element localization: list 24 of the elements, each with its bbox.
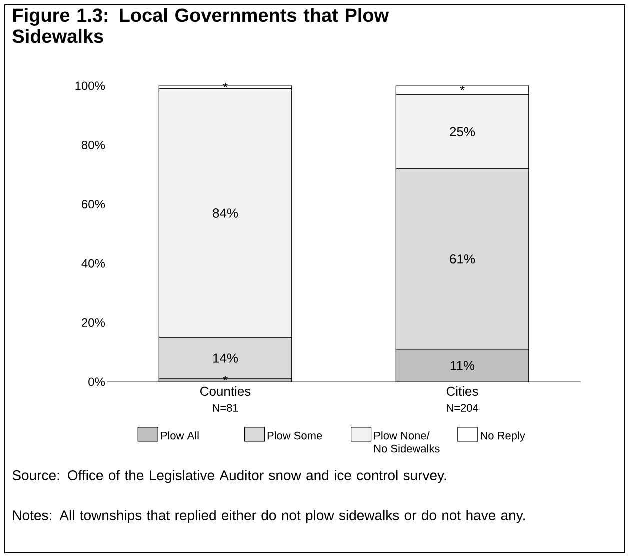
x-tick-label: Counties bbox=[200, 386, 251, 396]
text: N=81 bbox=[213, 404, 238, 412]
legend-label: Plow All bbox=[161, 432, 199, 440]
source-note: Source: Office of the Legislative Auditor snow and ice control survey. bbox=[12, 470, 446, 484]
y-tick-label: 60% bbox=[82, 200, 106, 209]
text: N=204 bbox=[447, 404, 479, 412]
data-label: * bbox=[460, 86, 465, 91]
legend-label: Plow None/ No Sidewalks bbox=[374, 432, 440, 453]
legend-label: Plow Some bbox=[268, 432, 322, 440]
y-tick-label: 80% bbox=[82, 140, 106, 150]
chart-title: Figure 1.3: Local Governments that Plow Sidewalks bbox=[12, 8, 390, 44]
x-tick-label: Cities bbox=[446, 386, 478, 396]
text: Notes: All townships that replied either do not plow sidewalks or do not have any. bbox=[13, 510, 525, 524]
y-tick-label: 20% bbox=[82, 318, 106, 328]
data-label: 84% bbox=[213, 208, 238, 218]
data-label: * bbox=[223, 83, 228, 88]
y-tick-label: 0% bbox=[88, 378, 106, 386]
data-label: 61% bbox=[450, 254, 476, 264]
y-tick-label: 100% bbox=[76, 82, 106, 90]
data-label: 14% bbox=[213, 354, 238, 363]
data-label: 25% bbox=[450, 127, 476, 136]
data-label: 11% bbox=[450, 361, 475, 370]
y-tick-label: 40% bbox=[82, 259, 106, 268]
legend-label: No Reply bbox=[481, 432, 526, 442]
